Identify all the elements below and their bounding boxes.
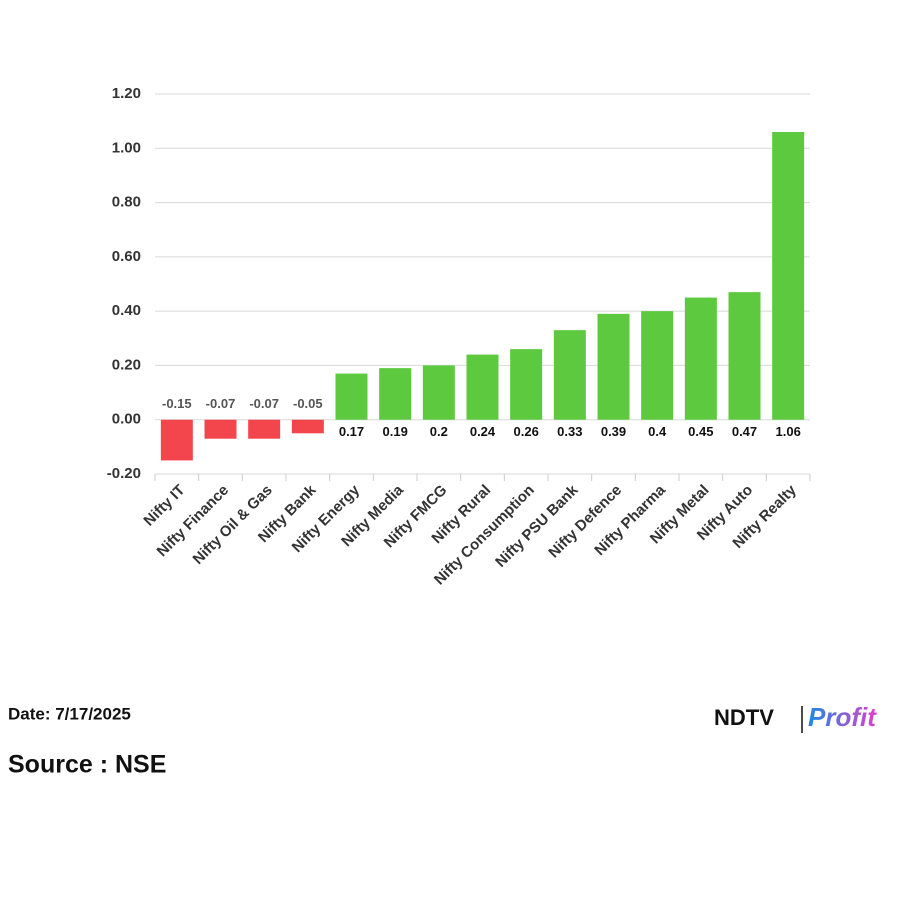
value-label: -0.07 xyxy=(249,396,279,411)
value-label: 0.2 xyxy=(430,424,448,439)
y-tick-label: 1.20 xyxy=(112,85,141,102)
bar xyxy=(641,311,674,420)
y-tick-label: 0.20 xyxy=(112,356,141,373)
value-label: 1.06 xyxy=(776,424,801,439)
bar xyxy=(466,354,499,420)
y-tick-label: 0.60 xyxy=(112,248,141,265)
y-tick-label: 1.00 xyxy=(112,139,141,156)
bar xyxy=(379,368,412,420)
source: Source : NSE xyxy=(8,751,166,779)
bar xyxy=(291,419,324,434)
bar xyxy=(553,330,586,420)
bar xyxy=(160,419,193,461)
y-tick-label: 0.00 xyxy=(112,411,141,428)
bar xyxy=(772,132,805,420)
y-tick-label: -0.20 xyxy=(107,465,141,482)
bar xyxy=(248,419,281,439)
value-label: 0.47 xyxy=(732,424,757,439)
bar xyxy=(510,349,543,420)
date: Date: 7/17/2025 xyxy=(8,704,131,723)
value-label: 0.33 xyxy=(557,424,582,439)
value-label: -0.15 xyxy=(162,396,192,411)
bar xyxy=(335,373,368,420)
y-tick-label: 0.40 xyxy=(112,302,141,319)
bar xyxy=(728,292,761,420)
logo-profit: Profit xyxy=(808,702,877,732)
value-label: 0.19 xyxy=(383,424,408,439)
value-label: 0.45 xyxy=(688,424,713,439)
value-label: 0.17 xyxy=(339,424,364,439)
value-label: -0.05 xyxy=(293,396,323,411)
bar xyxy=(684,297,717,420)
value-label: -0.07 xyxy=(206,396,236,411)
value-label: 0.26 xyxy=(514,424,539,439)
value-label: 0.39 xyxy=(601,424,626,439)
bar xyxy=(597,313,630,420)
value-label: 0.24 xyxy=(470,424,496,439)
bar xyxy=(204,419,237,439)
y-tick-label: 0.80 xyxy=(112,194,141,211)
bar xyxy=(422,365,455,420)
logo-ndtv: NDTV xyxy=(714,705,774,730)
value-label: 0.4 xyxy=(648,424,667,439)
